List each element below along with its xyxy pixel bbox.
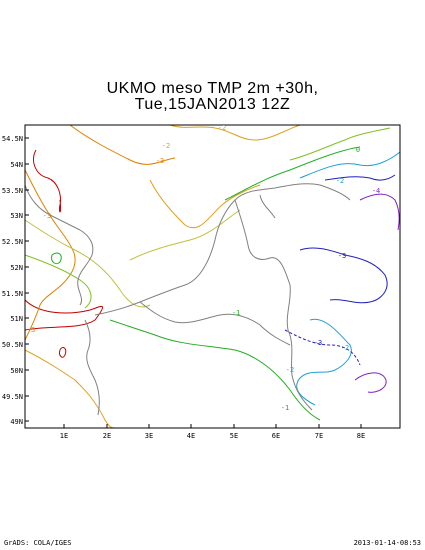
contour-label: 0 xyxy=(356,146,360,154)
lon-tick-label: 1E xyxy=(60,432,68,440)
lat-tick-label: 54.5N xyxy=(2,135,23,143)
contour-label: -2 xyxy=(336,177,344,185)
contour-cyan-2 xyxy=(299,151,401,179)
contour-green-inner xyxy=(51,252,62,265)
contour-blue-3 xyxy=(299,247,388,304)
contour-label: -2 xyxy=(341,344,349,352)
contour-label: -2 xyxy=(218,124,226,132)
contour-yellow-1 xyxy=(169,124,301,141)
contour-cyan-2-south xyxy=(296,318,352,406)
contour-purple-4 xyxy=(359,193,400,231)
contour-label: -4 xyxy=(372,187,380,195)
footer-timestamp: 2013-01-14-08:53 xyxy=(353,539,421,547)
map-frame xyxy=(24,124,401,429)
lon-tick-label: 4E xyxy=(187,432,195,440)
lon-tick-label: 3E xyxy=(145,432,153,440)
contour-label: -2 xyxy=(286,366,294,374)
contour-label: -3 xyxy=(338,252,346,260)
contour-label: -3 xyxy=(156,157,164,165)
lon-axis xyxy=(63,424,362,428)
lat-tick-label: 51N xyxy=(10,315,23,323)
lon-tick-label: 2E xyxy=(103,432,111,440)
contour-label: -2 xyxy=(162,142,170,150)
contour-label: -3 xyxy=(314,339,322,347)
lat-tick-label: 50.5N xyxy=(2,341,23,349)
contour-yellow-2 xyxy=(149,179,261,228)
contour-olive-1 xyxy=(24,219,151,308)
lon-tick-label: 8E xyxy=(357,432,365,440)
lon-tick-label: 7E xyxy=(315,432,323,440)
contour-green-1-south xyxy=(109,319,321,421)
contour-green-0-north xyxy=(289,127,391,161)
lat-tick-label: 50N xyxy=(10,367,23,375)
contour-blue-3-dash xyxy=(284,329,361,366)
contour-label: -3 xyxy=(27,326,35,334)
lat-tick-label: 52N xyxy=(10,264,23,272)
contour-red-1 xyxy=(33,149,62,213)
contour-yellow-3 xyxy=(24,349,116,429)
contour-orange-outer xyxy=(24,169,76,341)
contour-label: -1 xyxy=(232,309,240,317)
lat-axis xyxy=(25,137,29,422)
map-title-line1: UKMO meso TMP 2m +30h, xyxy=(106,80,319,97)
contour-olive-2 xyxy=(129,209,241,261)
contour-label: -1 xyxy=(281,404,289,412)
footer-credit: GrADS: COLA/IGES xyxy=(4,539,72,547)
map-title-line2: Tue,15JAN2013 12Z xyxy=(134,96,291,113)
contour-label: -3 xyxy=(43,212,51,220)
contour-blue-3-north xyxy=(324,174,396,181)
contour-purple-4-south xyxy=(354,372,387,393)
contour-green-1-east xyxy=(224,146,361,201)
contour-orange-top xyxy=(69,124,176,165)
lat-tick-label: 49.5N xyxy=(2,393,23,401)
lat-tick-label: 53N xyxy=(10,212,23,220)
lon-tick-label: 6E xyxy=(272,432,280,440)
contour-red-2 xyxy=(24,299,104,331)
lat-tick-label: 54N xyxy=(10,161,23,169)
contour-green-0-sea xyxy=(24,254,92,309)
lat-tick-label: 51.5N xyxy=(2,290,23,298)
coastline xyxy=(24,183,351,416)
lat-tick-label: 53.5N xyxy=(2,187,23,195)
lat-tick-label: 52.5N xyxy=(2,238,23,246)
lon-tick-label: 5E xyxy=(230,432,238,440)
contour-red-3 xyxy=(59,347,67,358)
lat-tick-label: 49N xyxy=(10,418,23,426)
